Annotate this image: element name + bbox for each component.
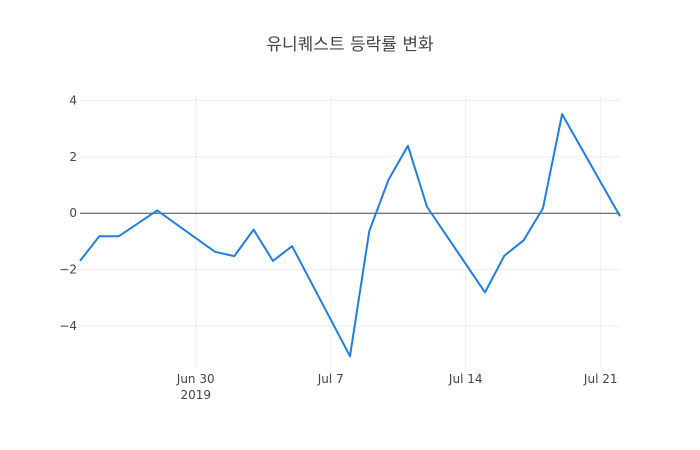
x-tick-label: Jul 21: [583, 372, 618, 386]
y-tick-label: 2: [69, 150, 77, 164]
y-tick-label: −4: [59, 319, 77, 333]
y-tick-label: −2: [59, 263, 77, 277]
x-tick-label: Jul 7: [317, 372, 344, 386]
x-tick-year-label: 2019: [180, 388, 211, 402]
gridlines: [80, 96, 620, 368]
series-line: [79, 113, 621, 358]
x-tick-label: Jun 30: [176, 372, 215, 386]
y-tick-label: 4: [69, 93, 77, 107]
x-tick-label: Jul 14: [448, 372, 483, 386]
x-axis: Jun 30 2019 Jul 7 Jul 14 Jul 21: [176, 372, 618, 402]
y-axis: 4 2 0 −2 −4: [59, 93, 77, 333]
chart-title: 유니퀘스트 등락률 변화: [266, 35, 434, 55]
y-tick-label: 0: [69, 206, 77, 220]
